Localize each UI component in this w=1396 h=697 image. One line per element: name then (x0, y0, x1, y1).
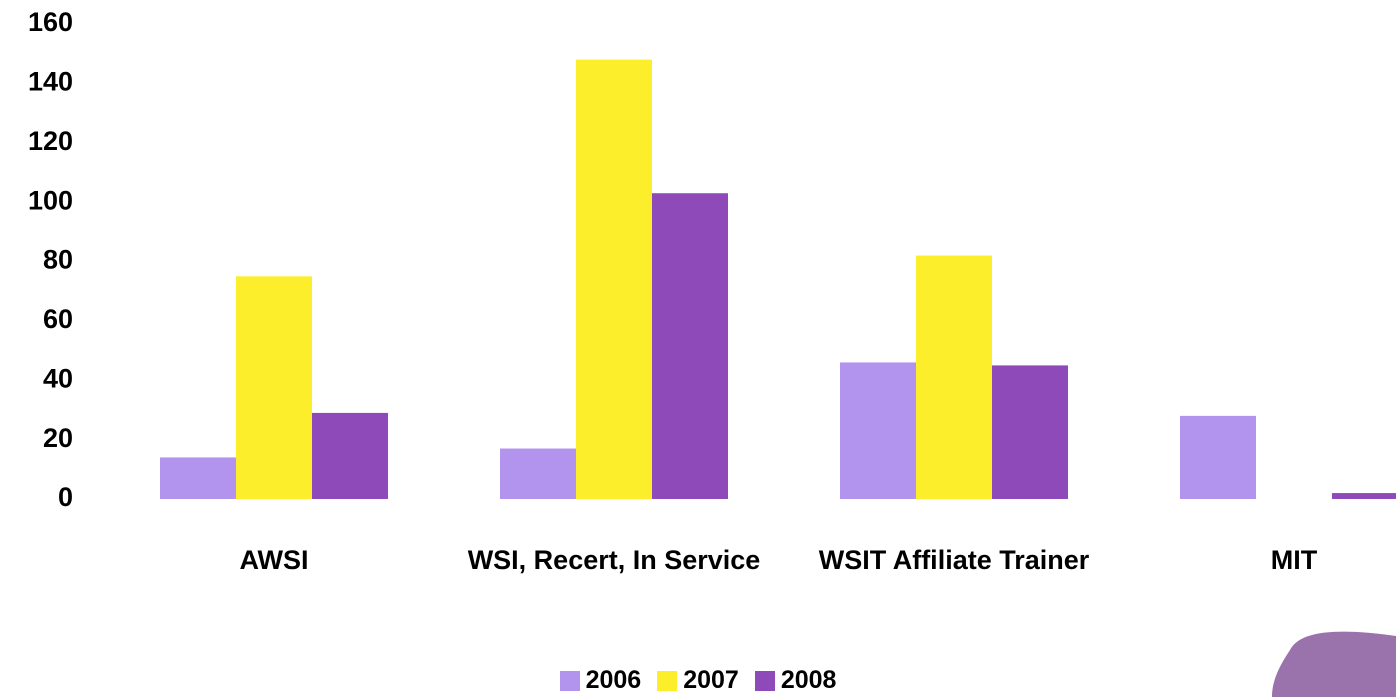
bar (652, 193, 728, 499)
bar (840, 362, 916, 499)
y-tick-label: 120 (28, 126, 73, 156)
bar (576, 60, 652, 499)
legend-swatch (560, 671, 580, 691)
bar (312, 413, 388, 499)
bar (992, 365, 1068, 499)
y-tick-label: 80 (43, 245, 73, 275)
legend-item: 2007 (657, 666, 739, 695)
x-tick-label: MIT (1144, 540, 1396, 580)
bar (916, 256, 992, 499)
x-tick-label: WSIT Affiliate Trainer (804, 540, 1104, 580)
y-tick-label: 160 (28, 7, 73, 37)
bar (160, 457, 236, 499)
x-tick-label: AWSI (124, 540, 424, 580)
bar (1180, 416, 1256, 499)
bar (1332, 493, 1396, 499)
legend-label: 2006 (586, 666, 642, 695)
legend-swatch (657, 671, 677, 691)
legend-label: 2007 (683, 666, 739, 695)
legend-label: 2008 (781, 666, 837, 695)
y-tick-label: 100 (28, 185, 73, 215)
page: {"chart_data": {"type": "bar", "categori… (0, 0, 1396, 697)
y-tick-label: 140 (28, 67, 73, 97)
legend-swatch (755, 671, 775, 691)
bar (236, 276, 312, 499)
chart: 0 20 40 60 80 100 120 140 160 (0, 0, 1396, 697)
legend-item: 2008 (755, 666, 837, 695)
y-tick-label: 60 (43, 304, 73, 334)
y-tick-label: 40 (43, 363, 73, 393)
legend: 2006 2007 2008 (0, 666, 1396, 695)
y-tick-label: 0 (58, 482, 73, 512)
y-tick-label: 20 (43, 423, 73, 453)
bar (500, 449, 576, 499)
x-tick-label: WSI, Recert, In Service (464, 540, 764, 580)
legend-item: 2006 (560, 666, 642, 695)
